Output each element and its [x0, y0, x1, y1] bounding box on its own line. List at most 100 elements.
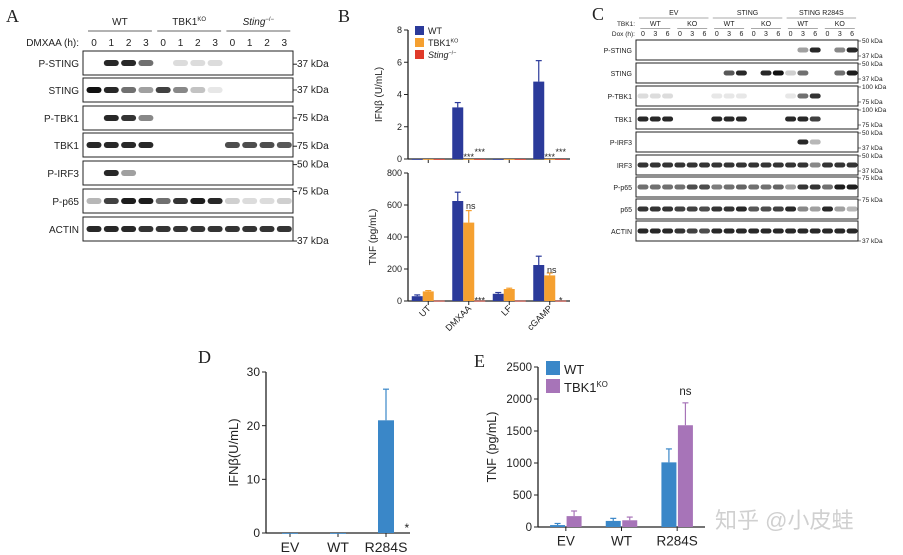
blot-band [809, 184, 821, 190]
blot-band [662, 162, 674, 168]
blot-a-group-label-text: TBK1 [172, 17, 197, 28]
bar [474, 300, 486, 302]
blot-band [224, 198, 240, 204]
watermark: 知乎 @小皮蛙 [715, 508, 853, 533]
blot-band [772, 70, 784, 76]
blot-band [637, 162, 649, 168]
blot-band [785, 206, 797, 212]
timepoint-label: 6 [703, 31, 707, 38]
y-tick-label: 0 [397, 154, 402, 164]
bar [463, 222, 475, 301]
bar [514, 300, 526, 302]
y-tick-label: 0 [253, 526, 260, 540]
blot-band [846, 206, 858, 212]
x-tick-label: R284S [365, 539, 408, 555]
timepoint-label: 3 [212, 38, 218, 49]
blot-band [649, 206, 661, 212]
blot-band [772, 184, 784, 190]
blot-band [207, 198, 223, 204]
molecular-weight-marker: 75 kDa [297, 141, 329, 152]
blot-band [649, 93, 661, 99]
blot-band [662, 116, 674, 122]
blot-band [723, 206, 735, 212]
blot-band [809, 206, 821, 212]
y-tick-label: 1000 [506, 458, 532, 470]
legend-label: WT [564, 362, 584, 377]
blot-band [662, 184, 674, 190]
chart-B-bottom: 0 200 400 600 800 TNF (pg/mL) UT DMXAA LF cGAMP ns… [368, 168, 570, 333]
blot-a-group-label-superscript: −/− [265, 17, 274, 23]
y-tick-label: 2500 [506, 362, 532, 374]
blot-band [748, 184, 760, 190]
blot-row-label: P-TBK1 [607, 94, 632, 101]
bar [544, 275, 556, 301]
panel-label-A: A [6, 6, 19, 26]
blot-band [207, 87, 223, 93]
y-axis-label: TNF (pg/mL) [485, 412, 499, 483]
blot-band [173, 198, 188, 204]
molecular-weight-marker: 37 kDa [862, 76, 883, 83]
blot-row-p-tbk1 [635, 85, 859, 107]
blot-band [735, 184, 747, 190]
blot-band [797, 228, 809, 234]
timepoint-label: 0 [641, 31, 645, 38]
blot-row-p-p65 [635, 176, 859, 198]
timepoint-label: 2 [126, 38, 132, 49]
molecular-weight-marker: 37 kDa [862, 168, 883, 175]
timepoint-label: 1 [109, 38, 115, 49]
blot-band [86, 142, 102, 148]
blot-band [797, 139, 809, 145]
blot-band [224, 142, 240, 148]
legend-swatch [415, 38, 424, 47]
blot-row-label: p65 [620, 207, 632, 214]
blot-a-group-label-superscript: KO [197, 17, 206, 23]
chart-E: 0 500 1000 1500 2000 2500 TNF (pg/mL) EV WT R284S… [485, 361, 705, 549]
blot-band [86, 198, 102, 204]
blot-band [785, 93, 797, 99]
molecular-weight-marker: 75 kDa [297, 113, 329, 124]
bar [622, 520, 638, 527]
bar [555, 300, 567, 302]
x-tick-label: EV [281, 539, 300, 555]
significance-annotation: * [559, 296, 563, 306]
timepoint-label: 0 [160, 38, 166, 49]
blot-row-label: P-STING [38, 59, 79, 70]
blot-band [735, 206, 747, 212]
panel-label-D: D [198, 347, 211, 367]
molecular-weight-marker: 37 kDa [862, 53, 883, 60]
blot-band [173, 226, 188, 232]
blot-band [686, 184, 698, 190]
blot-row-label: STING [611, 71, 632, 78]
molecular-weight-marker: 75 kDa [297, 186, 329, 197]
molecular-weight-marker: 50 kDa [862, 130, 883, 137]
blot-band [637, 206, 649, 212]
blot-band [190, 198, 206, 204]
blot-band [760, 162, 772, 168]
molecular-weight-marker: 75 kDa [862, 122, 883, 129]
significance-annotation: *** [544, 152, 555, 162]
blot-band [809, 139, 821, 145]
genotype-label: KO [687, 21, 698, 28]
blot-a-group-label-text: WT [112, 17, 128, 28]
bar [282, 533, 298, 534]
blot-band [242, 198, 258, 204]
timepoint-label: 6 [776, 31, 780, 38]
blot-band [207, 60, 223, 66]
legend-swatch [546, 361, 560, 375]
bar [463, 159, 475, 160]
blot-band [797, 184, 809, 190]
y-tick-label: 20 [247, 419, 261, 433]
timepoint-label: 0 [752, 31, 756, 38]
blot-band [723, 184, 735, 190]
legend-label-text: TBK1 [564, 380, 597, 395]
blot-band [735, 162, 747, 168]
blot-band [846, 184, 858, 190]
molecular-weight-marker: 37 kDa [862, 145, 883, 152]
molecular-weight-marker: 50 kDa [862, 38, 883, 45]
timepoint-label: 3 [801, 31, 805, 38]
blot-row-p-sting [635, 39, 859, 61]
legend-label-superscript: KO [597, 380, 608, 389]
blot-band [846, 162, 858, 168]
